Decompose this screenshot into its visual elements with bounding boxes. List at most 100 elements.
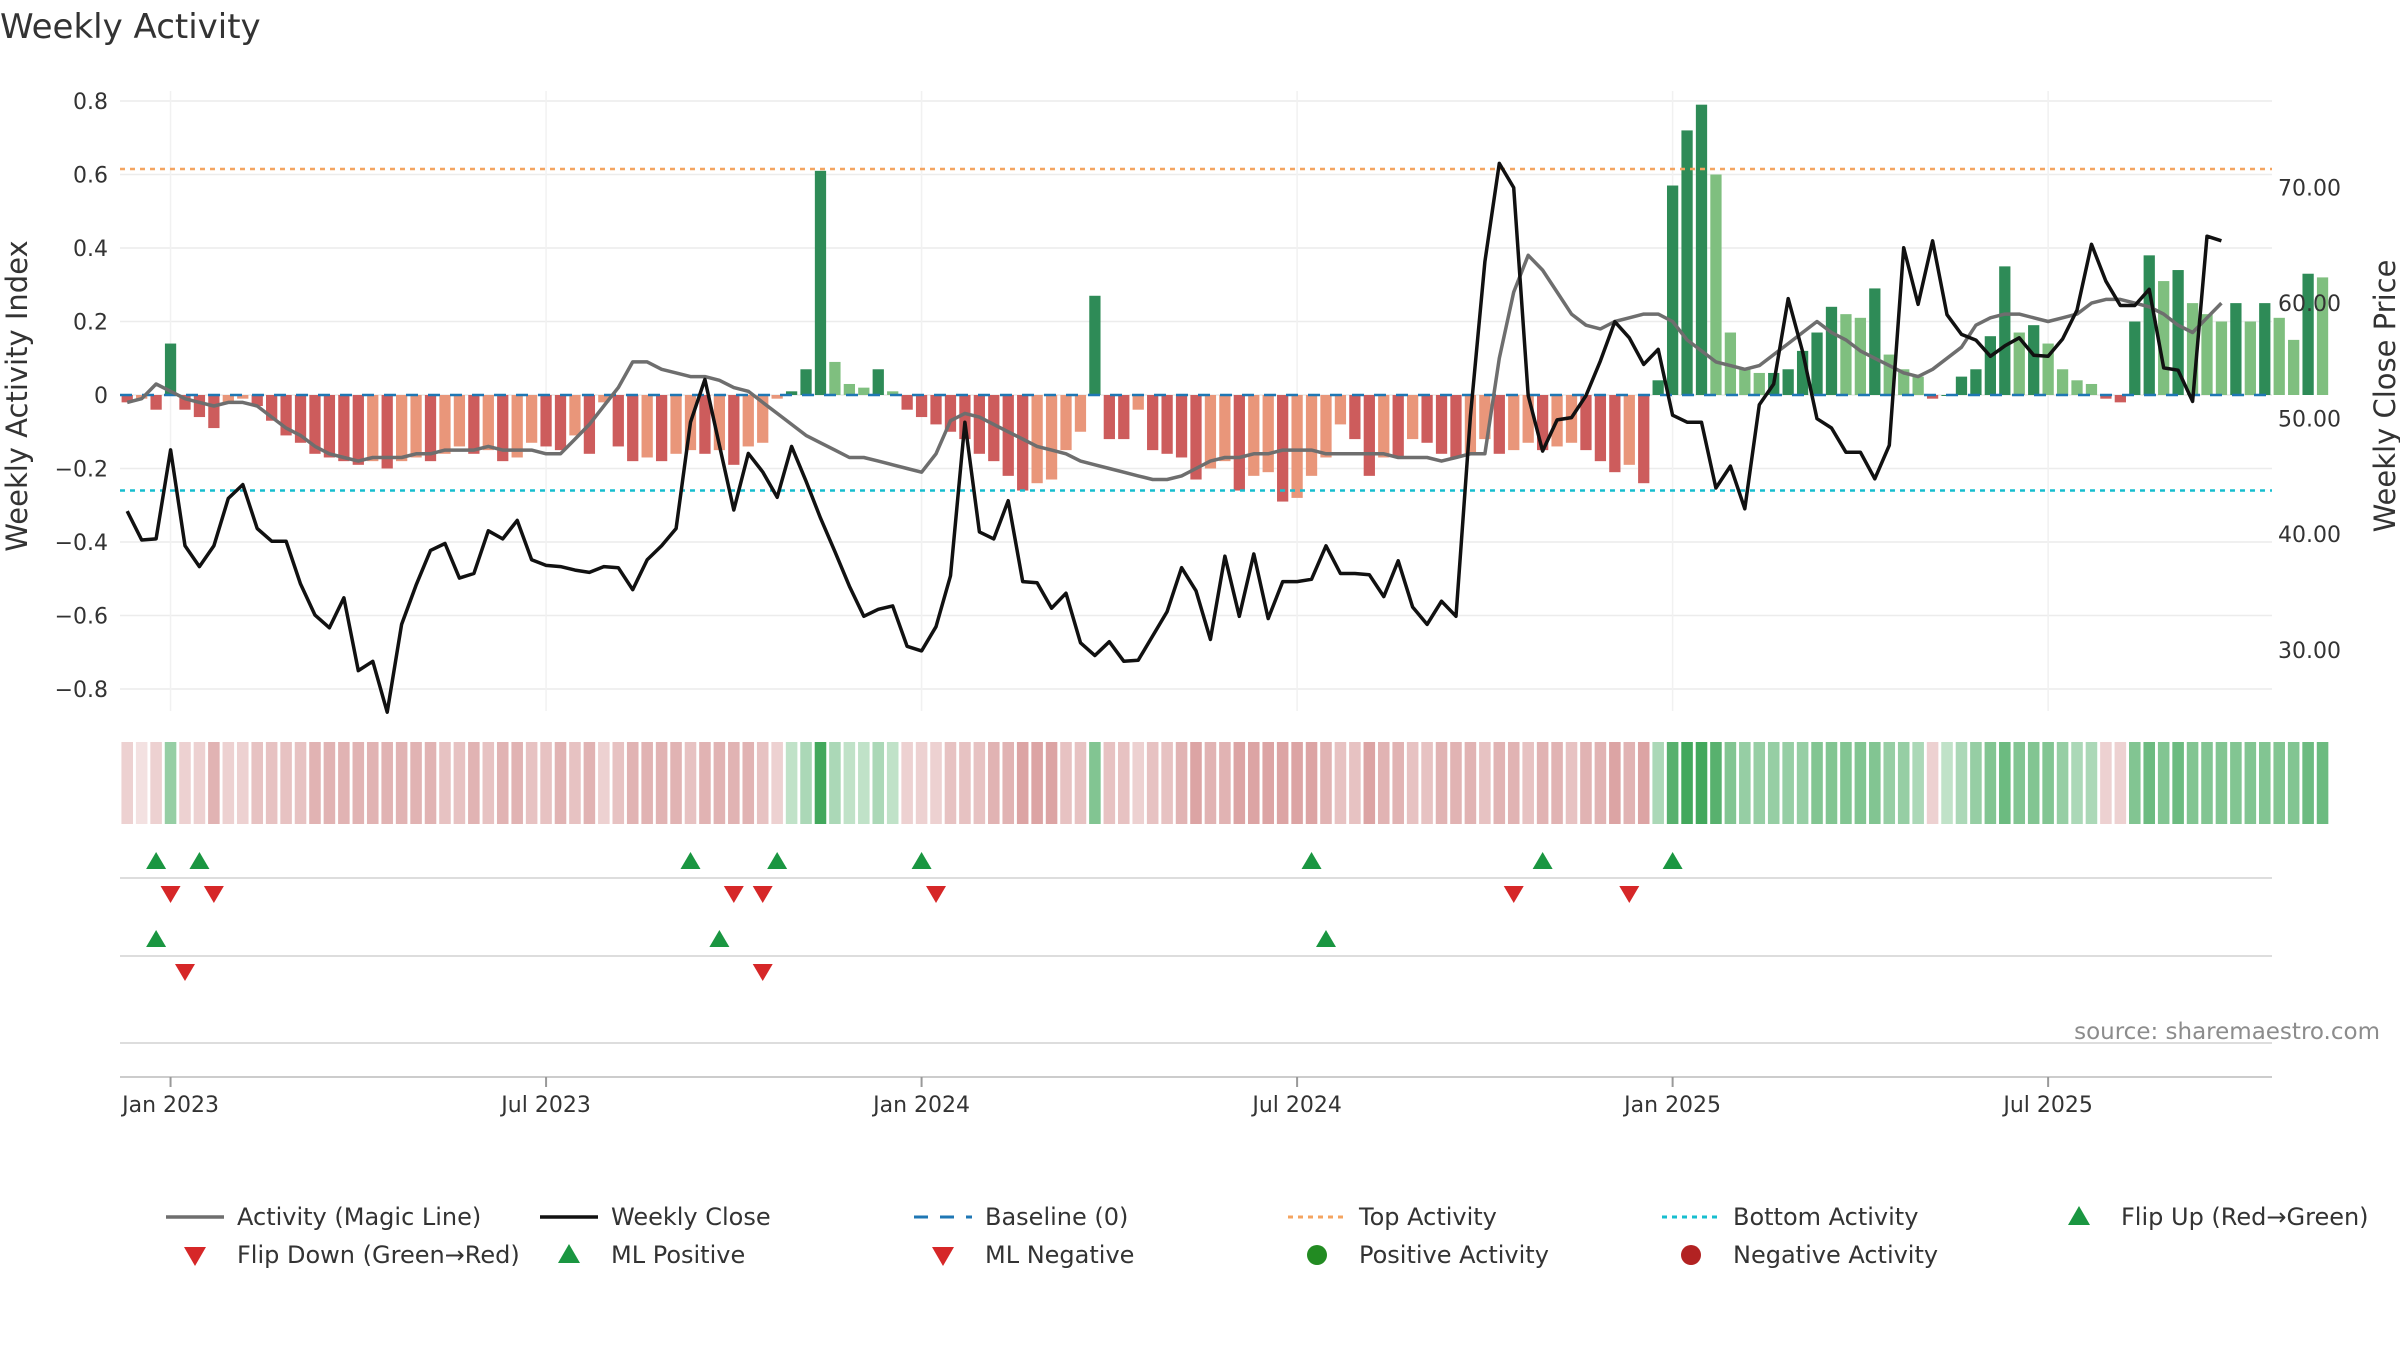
strip-cell-50: [843, 742, 856, 824]
strip-cell-78: [1247, 742, 1260, 824]
activity-bar-6: [208, 395, 220, 429]
strip-cell-20: [410, 742, 422, 824]
strip-cell-114: [1767, 742, 1780, 824]
activity-bar-34: [612, 395, 624, 447]
activity-bar-30: [554, 395, 567, 451]
activity-bar-145: [2215, 321, 2228, 395]
legend-item-flip-up-red-green: Flip Up (Red→Green): [2068, 1203, 2369, 1231]
strip-cell-91: [1435, 742, 1448, 824]
activity-bar-36: [641, 395, 653, 458]
strip-cell-133: [2042, 742, 2054, 824]
activity-bar-16: [352, 395, 364, 465]
strip-cell-48: [814, 742, 827, 824]
strip-cell-46: [785, 742, 798, 824]
legend-item-positive-activity-swatch: [1307, 1245, 1327, 1265]
strip-cell-52: [872, 742, 885, 824]
activity-bar-131: [2013, 332, 2025, 395]
strip-cell-150: [2287, 742, 2300, 824]
activity-bar-144: [2201, 314, 2213, 395]
source-credit: source: sharemaestro.com: [2074, 1019, 2380, 1045]
activity-bar-75: [1204, 395, 1217, 469]
activity-bar-85: [1349, 395, 1361, 440]
strip-cell-137: [2100, 742, 2112, 824]
activity-bar-79: [1262, 395, 1274, 473]
strip-cell-79: [1262, 742, 1274, 824]
strip-cell-0: [121, 742, 133, 824]
activity-bar-57: [944, 395, 957, 432]
activity-bar-11: [280, 395, 292, 436]
y-tick-label-1: 0.6: [73, 164, 108, 189]
strip-cell-83: [1320, 742, 1332, 824]
strip-cell-15: [338, 742, 350, 824]
activity-bar-97: [1522, 395, 1534, 443]
strip-cell-69: [1118, 742, 1130, 824]
activity-bar-135: [2071, 380, 2083, 395]
flip-up-marker-4: [911, 852, 932, 869]
strip-cell-11: [280, 742, 292, 824]
activity-bar-151: [2302, 273, 2314, 395]
strip-cell-111: [1724, 742, 1737, 824]
activity-bar-47: [800, 369, 812, 395]
strip-cell-61: [1002, 742, 1015, 824]
activity-bar-142: [2172, 270, 2184, 395]
strip-cell-34: [612, 742, 625, 824]
activity-bar-66: [1074, 395, 1087, 432]
strip-cell-41: [713, 742, 726, 824]
activity-bar-62: [1017, 395, 1029, 491]
activity-bar-111: [1724, 332, 1737, 395]
strip-cell-89: [1406, 742, 1419, 824]
activity-bar-59: [973, 395, 985, 454]
activity-bar-4: [179, 395, 191, 410]
strip-cell-86: [1363, 742, 1376, 824]
strip-cell-104: [1623, 742, 1636, 824]
magic-line: [126, 253, 2223, 482]
strip-cell-49: [829, 742, 841, 824]
activity-bar-137: [2100, 395, 2112, 399]
legend-item-negative-activity-swatch: [1681, 1245, 1701, 1265]
activity-bar-116: [1796, 350, 1809, 395]
activity-bar-120: [1854, 317, 1867, 395]
activity-bar-20: [410, 395, 422, 458]
activity-bar-13: [309, 395, 321, 454]
activity-bar-96: [1508, 395, 1520, 451]
activity-bar-123: [1898, 369, 1910, 395]
strip-cell-23: [453, 742, 466, 824]
strip-cell-122: [1883, 742, 1896, 824]
activity-bar-87: [1378, 395, 1390, 458]
strip-cell-140: [2143, 742, 2156, 824]
x-tick-label-3: Jul 2024: [1250, 1093, 1342, 1118]
activity-bar-25: [482, 395, 494, 451]
activity-bar-81: [1291, 395, 1303, 498]
activity-bar-71: [1147, 395, 1159, 451]
activity-bar-37: [655, 395, 668, 462]
strip-cell-115: [1782, 742, 1794, 824]
activity-bar-78: [1248, 395, 1260, 476]
activity-bar-33: [598, 395, 610, 403]
strip-cell-65: [1060, 742, 1072, 824]
legend-item-activity-magic-line-label: Activity (Magic Line): [237, 1203, 481, 1231]
strip-cell-119: [1840, 742, 1852, 824]
activity-bar-43: [742, 395, 754, 447]
activity-bar-22: [439, 395, 451, 454]
legend-item-flip-down-green-red: Flip Down (Green→Red): [184, 1241, 520, 1269]
strip-cell-81: [1291, 742, 1303, 824]
activity-bar-121: [1869, 288, 1881, 395]
activity-bar-18: [381, 395, 393, 469]
strip-cell-87: [1377, 742, 1390, 824]
activity-bar-136: [2085, 383, 2098, 395]
strip-cell-28: [525, 742, 538, 824]
activity-bar-28: [525, 395, 538, 443]
activity-bar-127: [1955, 376, 1968, 395]
strip-cell-76: [1219, 742, 1231, 824]
strip-cell-107: [1666, 742, 1679, 824]
y-tick-label-3: 0.2: [73, 311, 108, 336]
strip-cell-3: [164, 742, 177, 824]
y-tick-label-2: 0.4: [73, 237, 108, 262]
activity-bar-23: [453, 395, 466, 447]
activity-bar-35: [627, 395, 639, 462]
activity-bar-125: [1926, 395, 1939, 399]
legend-item-ml-positive-label: ML Positive: [611, 1241, 745, 1269]
chart-title: Weekly Activity: [0, 7, 261, 47]
strip-cell-136: [2085, 742, 2098, 824]
strip-cell-123: [1897, 742, 1910, 824]
